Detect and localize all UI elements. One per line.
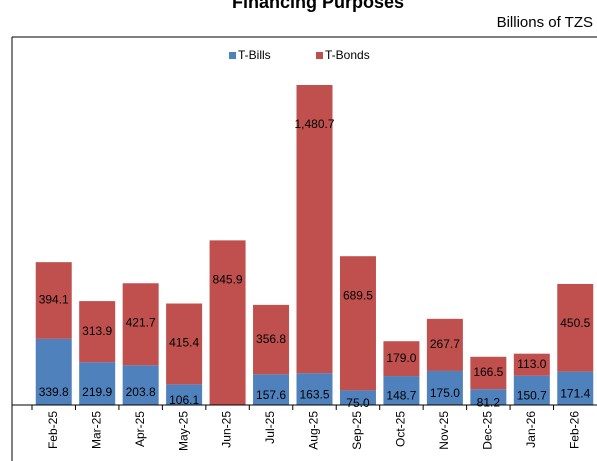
legend-label: T-Bills	[238, 48, 271, 62]
x-tick-label: Jun-25	[220, 411, 234, 448]
x-tick-label: Jan-26	[524, 411, 538, 448]
x-tick-label: Jul-25	[263, 411, 277, 444]
value-label: 219.9	[82, 385, 112, 399]
bar-segment	[383, 341, 420, 377]
bar-segment	[35, 262, 72, 339]
value-label: 415.4	[169, 336, 199, 350]
bar-segment	[470, 356, 507, 390]
bar-segment	[513, 353, 550, 376]
value-label: 81.2	[477, 395, 501, 409]
bar-segment	[470, 389, 507, 405]
bar-segment	[253, 374, 290, 405]
value-label: 75.0	[346, 396, 370, 410]
value-label: 339.8	[39, 385, 69, 399]
bar-segment	[557, 371, 594, 405]
bar-segment	[296, 373, 333, 405]
value-label: 148.7	[386, 389, 416, 403]
value-label: 171.4	[560, 386, 590, 400]
value-label: 356.8	[256, 332, 286, 346]
x-tick-label: Nov-25	[437, 411, 451, 450]
value-label: 689.5	[343, 288, 373, 302]
bar-segment	[35, 338, 72, 405]
bar-segment	[426, 318, 463, 371]
value-label: 113.0	[517, 357, 546, 371]
x-tick-label: Mar-25	[89, 411, 103, 449]
x-tick-label: Sep-25	[350, 411, 364, 450]
x-tick-label: Dec-25	[481, 411, 495, 450]
value-label: 1,480.7	[294, 117, 334, 131]
legend-label: T-Bonds	[325, 48, 370, 62]
x-tick-label: Oct-25	[394, 411, 408, 447]
x-tick-label: Apr-25	[133, 411, 147, 447]
value-label: 267.7	[430, 337, 460, 351]
bar-segment	[209, 240, 246, 405]
bar-segment	[383, 376, 420, 405]
value-label: 394.1	[39, 293, 69, 307]
bar-segment	[253, 304, 290, 375]
legend-swatch	[316, 52, 323, 59]
value-label: 421.7	[126, 315, 156, 329]
value-label: 150.7	[517, 389, 547, 403]
value-label: 157.6	[256, 388, 286, 402]
bar-segment	[339, 390, 376, 405]
bar-segment	[166, 303, 203, 385]
value-label: 175.0	[430, 386, 460, 400]
value-label: 163.5	[299, 387, 329, 401]
x-tick-label: Feb-26	[567, 411, 581, 449]
chart-title: Financing Purposes	[232, 0, 404, 12]
bar-segment	[122, 283, 159, 366]
value-label: 313.9	[82, 324, 112, 338]
bar-segment	[426, 370, 463, 405]
value-label: 179.0	[386, 351, 416, 365]
x-tick-label: Aug-25	[307, 411, 321, 450]
bar-segment	[513, 375, 550, 405]
bar-segment	[122, 365, 159, 405]
bar-segment	[166, 384, 203, 405]
unit-label: Billions of TZS	[497, 14, 593, 31]
bar-segment	[339, 256, 376, 391]
value-label: 203.8	[126, 385, 156, 399]
x-tick-label: May-25	[176, 411, 190, 451]
value-label: 450.5	[560, 316, 590, 330]
value-label: 845.9	[213, 273, 243, 287]
legend-swatch	[229, 52, 236, 59]
value-label: 106.1	[169, 393, 199, 407]
bar-segment	[557, 283, 594, 372]
bar-segment	[79, 362, 116, 405]
x-tick-label: Feb-25	[46, 411, 60, 449]
value-label: 166.5	[473, 365, 503, 379]
bar-segment	[296, 85, 333, 374]
bar-segment	[79, 301, 116, 363]
